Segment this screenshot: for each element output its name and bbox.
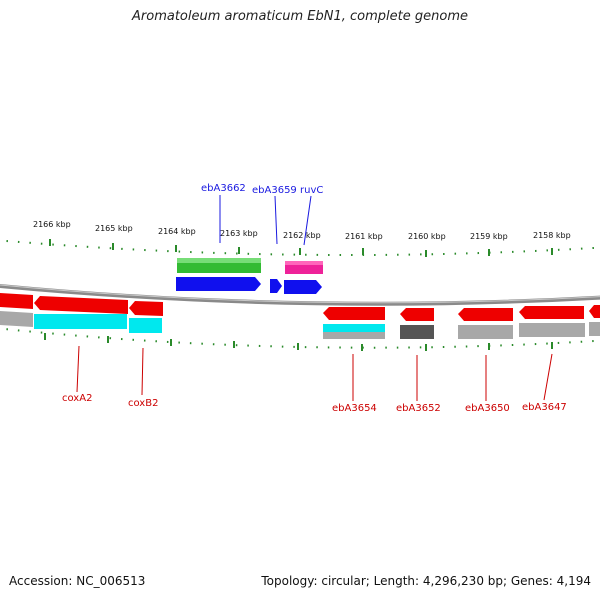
lower-tick-ruler (0, 327, 600, 349)
scale-label: 2158 kbp (533, 231, 571, 240)
scale-label: 2164 kbp (158, 227, 196, 236)
gene-label-ebA3662[interactable]: ebA3662 (201, 183, 246, 194)
cyan-gene-ebA3654[interactable] (323, 324, 385, 332)
bottom-label-leaders (76, 345, 553, 401)
gene-label-ebA3659[interactable]: ebA3659 (252, 185, 297, 196)
lower-major-ticks (44, 333, 553, 351)
genome-backbone-highlight (0, 284, 600, 304)
gene-label-ebA3652[interactable]: ebA3652 (396, 403, 441, 414)
genome-summary-text: Topology: circular; Length: 4,296,230 bp… (261, 574, 591, 588)
red-gene-ebA3654[interactable] (323, 307, 385, 320)
blue-gene-ebA3662[interactable] (176, 277, 261, 291)
gray-gene-right-edge[interactable] (589, 322, 600, 336)
top-label-leaders (219, 195, 312, 246)
red-gene-left-edge[interactable] (0, 293, 33, 309)
gene-label-ruvC[interactable]: ruvC (300, 185, 323, 196)
gray-gene-ebA3647[interactable] (519, 323, 585, 337)
dark-gene-ebA3652[interactable] (400, 325, 434, 339)
gray-gene-ebA3650[interactable] (458, 325, 513, 339)
gene-label-coxA2[interactable]: coxA2 (62, 393, 92, 404)
red-gene-coxB2[interactable] (129, 301, 163, 316)
scale-label: 2162 kbp (283, 231, 321, 240)
scale-label: 2166 kbp (33, 220, 71, 229)
blue-gene-ruvC[interactable] (284, 280, 322, 294)
gene-label-coxB2[interactable]: coxB2 (128, 398, 158, 409)
green-gene-highlight (177, 258, 261, 263)
scale-label: 2163 kbp (220, 229, 258, 238)
upper-major-ticks (49, 239, 553, 257)
red-gene-ebA3652[interactable] (400, 308, 434, 321)
cyan-gene-coxA2[interactable] (34, 314, 127, 329)
gene-label-ebA3647[interactable]: ebA3647 (522, 402, 567, 413)
scale-label: 2160 kbp (408, 232, 446, 241)
scale-label: 2161 kbp (345, 232, 383, 241)
gene-label-ebA3654[interactable]: ebA3654 (332, 403, 377, 414)
red-gene-coxA2[interactable] (34, 296, 128, 314)
gene-label-ebA3650[interactable]: ebA3650 (465, 403, 510, 414)
accession-text: Accession: NC_006513 (9, 574, 146, 588)
gray-gene-ebA3654[interactable] (323, 332, 385, 339)
blue-gene-ebA3659[interactable] (270, 279, 282, 293)
cyan-gene-coxB2[interactable] (129, 318, 162, 333)
magenta-gene-highlight (285, 261, 323, 265)
red-gene-ebA3647[interactable] (519, 306, 584, 319)
red-gene-ebA3650[interactable] (458, 308, 513, 321)
scale-labels: 2166 kbp 2165 kbp 2164 kbp 2163 kbp 2162… (33, 220, 571, 241)
gray-gene-left-edge[interactable] (0, 311, 33, 327)
map-title: Aromatoleum aromaticum EbN1, complete ge… (132, 9, 468, 24)
scale-label: 2165 kbp (95, 224, 133, 233)
red-gene-right-edge[interactable] (589, 305, 600, 318)
scale-label: 2159 kbp (470, 232, 508, 241)
genome-backbone (0, 283, 600, 306)
